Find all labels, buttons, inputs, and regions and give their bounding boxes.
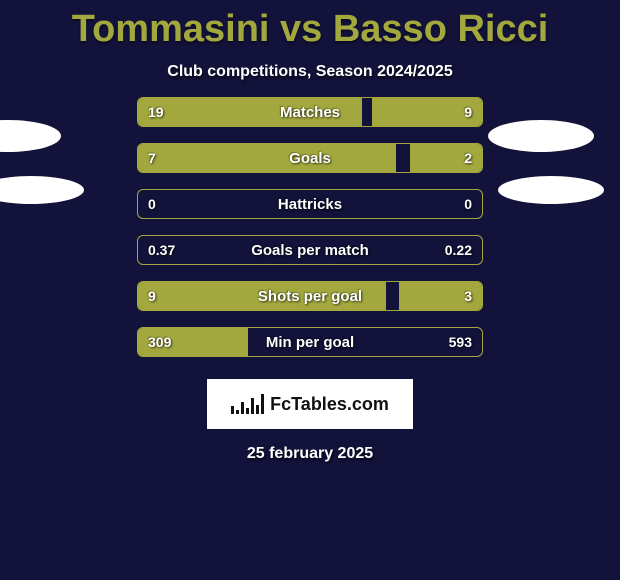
stat-row: 0.37Goals per match0.22 — [137, 235, 483, 265]
logo-bar — [251, 398, 254, 414]
stat-label: Goals per match — [138, 236, 482, 264]
decor-ellipse — [498, 176, 604, 204]
page-subtitle: Club competitions, Season 2024/2025 — [0, 63, 620, 81]
stat-row: 9Shots per goal3 — [137, 281, 483, 311]
logo-text: FcTables.com — [270, 394, 389, 415]
stat-row: 309Min per goal593 — [137, 327, 483, 357]
logo-bar — [256, 405, 259, 414]
stat-row: 7Goals2 — [137, 143, 483, 173]
site-logo-badge: FcTables.com — [207, 379, 413, 429]
stat-label: Shots per goal — [138, 282, 482, 310]
logo-bar — [261, 394, 264, 414]
stat-value-right: 0 — [464, 190, 472, 218]
logo-bar — [246, 408, 249, 414]
page-title: Tommasini vs Basso Ricci — [0, 0, 620, 51]
stat-row: 19Matches9 — [137, 97, 483, 127]
stat-row: 0Hattricks0 — [137, 189, 483, 219]
stat-label: Hattricks — [138, 190, 482, 218]
stat-label: Matches — [138, 98, 482, 126]
stat-label: Min per goal — [138, 328, 482, 356]
date-label: 25 february 2025 — [0, 445, 620, 463]
logo-bar — [236, 410, 239, 414]
decor-ellipse — [488, 120, 594, 152]
bar-chart-icon — [231, 394, 264, 414]
logo-bar — [241, 402, 244, 414]
stat-value-right: 9 — [464, 98, 472, 126]
stat-value-right: 3 — [464, 282, 472, 310]
stat-value-right: 593 — [449, 328, 472, 356]
stat-value-right: 0.22 — [445, 236, 472, 264]
logo-bar — [231, 406, 234, 414]
stat-value-right: 2 — [464, 144, 472, 172]
stat-label: Goals — [138, 144, 482, 172]
